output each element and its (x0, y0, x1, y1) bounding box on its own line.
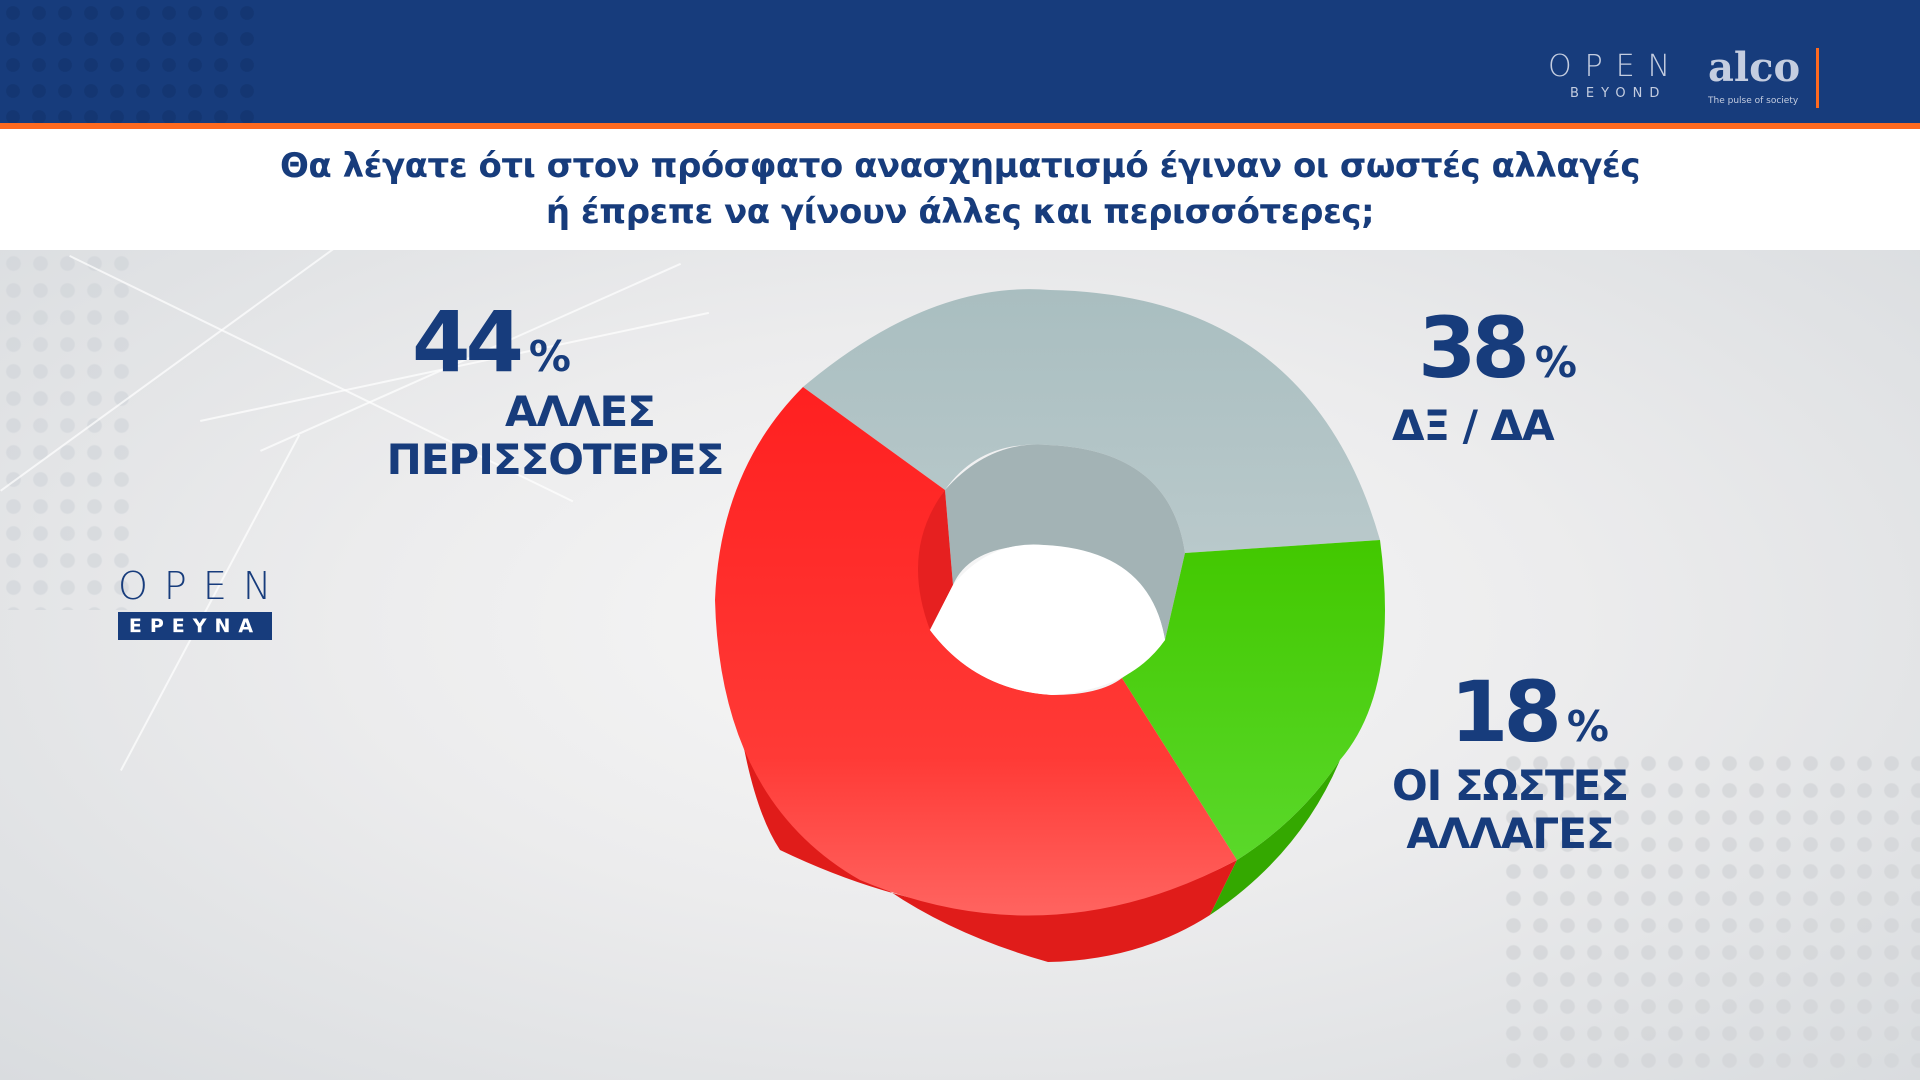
header-bar: ΟΡΕΝ BEYOND alco The pulse of society (0, 0, 1920, 123)
donut-chart (715, 289, 1385, 962)
alco-logo: alco The pulse of society (1708, 46, 1818, 112)
label-dk-text: ΔΞ / ΔΑ (1392, 401, 1555, 450)
category-correct-line-2: ΑΛΛΑΓΕΣ (1406, 809, 1614, 858)
chart-title: Θα λέγατε ότι στον πρόσφατο ανασχηματισμ… (0, 143, 1920, 235)
donut-slice-correct (1122, 540, 1385, 860)
alco-tagline: The pulse of society (1708, 96, 1799, 106)
title-area: Θα λέγατε ότι στον πρόσφατο ανασχηματισμ… (0, 129, 1920, 250)
label-more: 44% (412, 300, 571, 384)
percent-sign: % (1534, 338, 1577, 387)
value-dk: 38 (1418, 299, 1530, 397)
percent-sign: % (1566, 702, 1609, 751)
value-more: 44 (412, 293, 524, 391)
accent-bar (0, 123, 1920, 129)
open-logo-text: ΟΡΕΝ (118, 564, 288, 608)
label-more-text: ΑΛΛΕΣ ΠΕΡΙΣΣΟΤΕΡΕΣ (380, 388, 730, 484)
open-beyond-logo: ΟΡΕΝ BEYOND (1548, 52, 1678, 112)
donut-hole (930, 544, 1165, 695)
donut-inner-wall-red (918, 490, 953, 630)
background-dot-pattern-right (1500, 750, 1920, 1080)
value-correct: 18 (1450, 663, 1562, 761)
donut-side-green (1210, 760, 1340, 915)
label-correct-text: ΟΙ ΣΩΣΤΕΣ ΑΛΛΑΓΕΣ (1385, 762, 1635, 858)
label-dk: 38% (1418, 306, 1577, 390)
open-logo-text: ΟΡΕΝ (1548, 49, 1684, 84)
chart-title-line-2: ή έπρεπε να γίνουν άλλες και περισσότερε… (545, 192, 1375, 232)
background-dot-pattern-left (0, 250, 130, 610)
logo-divider (1816, 48, 1819, 108)
chart-title-line-1: Θα λέγατε ότι στον πρόσφατο ανασχηματισμ… (279, 146, 1641, 186)
category-more-line-2: ΠΕΡΙΣΣΟΤΕΡΕΣ (386, 435, 725, 484)
header-dot-pattern (0, 0, 260, 123)
percent-sign: % (528, 332, 571, 381)
ereuna-badge: ΕΡΕΥΝΑ (118, 612, 272, 640)
label-correct: 18% (1450, 670, 1609, 754)
donut-inner-wall (945, 444, 1185, 640)
open-ereuna-logo: ΟΡΕΝ ΕΡΕΥΝΑ (118, 565, 276, 640)
category-correct-line-1: ΟΙ ΣΩΣΤΕΣ (1391, 761, 1629, 810)
category-dk: ΔΞ / ΔΑ (1392, 401, 1555, 450)
category-more-line-1: ΑΛΛΕΣ (505, 387, 656, 436)
alco-logo-text: alco (1708, 44, 1801, 91)
donut-slice-more (715, 387, 1237, 916)
donut-slice-dk (803, 289, 1380, 553)
beyond-logo-text: BEYOND (1570, 86, 1667, 101)
